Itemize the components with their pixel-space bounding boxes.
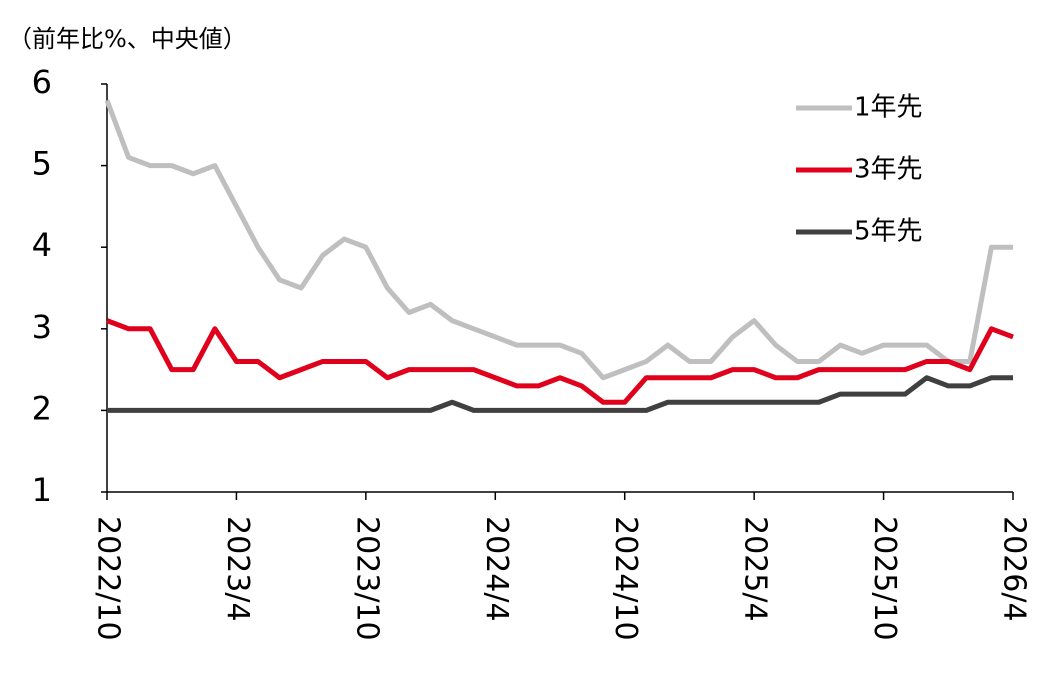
legend-label: 3年先 [854,155,923,185]
series-line [107,375,1013,413]
x-tick-label: 2023/4 [220,516,255,622]
y-tick-label: 3 [32,308,52,346]
x-tick-label: 2024/10 [608,516,643,641]
y-tick-label: 4 [32,226,52,264]
y-tick-label: 6 [32,63,52,101]
x-tick-label: 2026/4 [997,516,1032,622]
legend-label: 5年先 [854,217,923,247]
y-axis-label: （前年比%、中央値） [8,25,247,53]
y-tick-label: 1 [32,471,52,509]
x-tick-label: 2023/10 [349,516,384,641]
x-tick-label: 2024/4 [479,516,514,622]
x-tick-label: 2025/4 [738,516,773,622]
legend-label: 1年先 [854,93,923,123]
y-tick-label: 5 [32,145,52,183]
x-tick-label: 2025/10 [867,516,902,641]
y-tick-label: 2 [32,389,52,427]
x-tick-label: 2022/10 [91,516,126,641]
series-line [106,318,1014,405]
series-line [104,99,1013,381]
